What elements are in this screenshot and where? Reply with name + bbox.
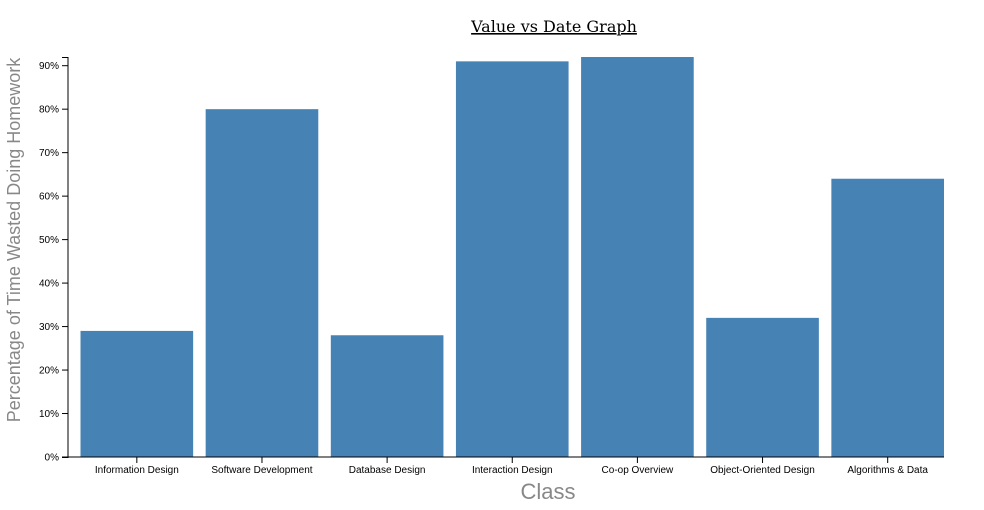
x-axis: Information Design Software Development Da…	[68, 456, 944, 476]
bar	[80, 330, 194, 457]
y-tick-label: 30%	[39, 322, 59, 333]
x-axis-title: Class	[520, 479, 575, 504]
x-ticks: Information Design Software Development Da…	[95, 457, 928, 476]
bar	[831, 178, 944, 458]
x-tick-label: Interaction Design	[472, 465, 553, 476]
bars-group	[80, 57, 944, 458]
y-tick-label: 20%	[39, 366, 59, 377]
bar	[455, 61, 569, 457]
y-tick-label: 50%	[39, 235, 59, 246]
y-tick-label: 80%	[39, 105, 59, 116]
chart-title: Value vs Date Graph	[470, 17, 637, 36]
y-axis-line	[62, 57, 69, 458]
x-tick-label: Information Design	[95, 465, 179, 476]
y-axis: 0% 10% 20% 30% 40% 50% 60% 70% 80% 90%	[39, 57, 69, 464]
y-tick-label: 90%	[39, 61, 59, 72]
y-tick-label: 0%	[45, 453, 60, 464]
x-tick-label: Algorithms & Data	[847, 465, 928, 476]
x-tick-label: Co-op Overview	[602, 465, 674, 476]
bar	[205, 109, 319, 458]
y-tick-label: 60%	[39, 192, 59, 203]
y-tick-label: 10%	[39, 409, 59, 420]
y-tick-label: 70%	[39, 148, 59, 159]
x-tick-label: Object-Oriented Design	[710, 465, 815, 476]
x-tick-label: Software Development	[211, 465, 312, 476]
y-axis-title: Percentage of Time Wasted Doing Homework	[4, 57, 24, 422]
y-ticks: 0% 10% 20% 30% 40% 50% 60% 70% 80% 90%	[39, 61, 68, 464]
bar	[581, 57, 694, 457]
x-tick-label: Database Design	[349, 465, 426, 476]
bar	[330, 335, 444, 457]
bar	[706, 317, 819, 457]
y-tick-label: 40%	[39, 279, 59, 290]
